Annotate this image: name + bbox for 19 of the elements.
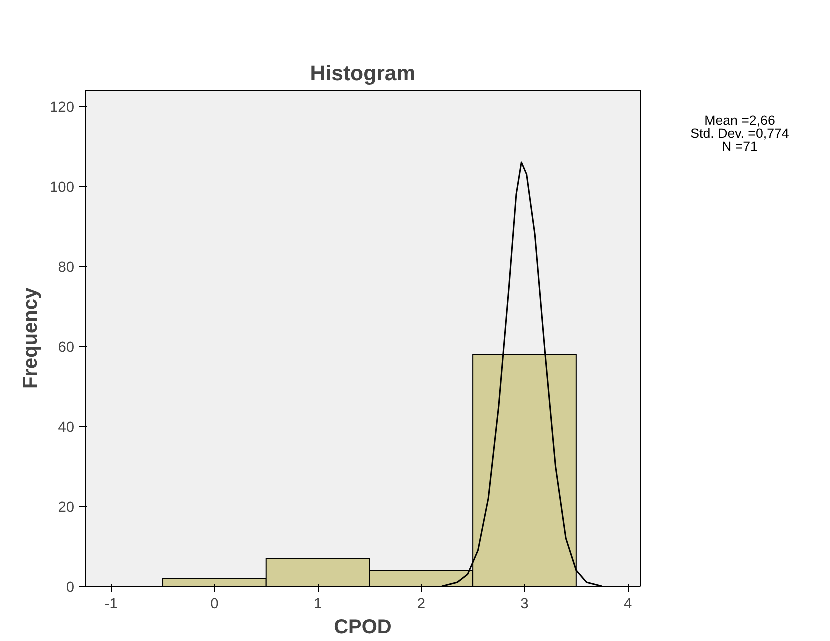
- text: N =71: [722, 139, 758, 154]
- x-axis-title: CPOD: [334, 616, 392, 638]
- x-tick-label: -1: [104, 596, 118, 612]
- x-tick-label: 0: [210, 596, 219, 612]
- y-axis-title: Frequency: [20, 287, 42, 390]
- y-tick-label: 40: [58, 420, 75, 436]
- y-tick-label: 60: [58, 340, 75, 356]
- y-tick-label: 0: [66, 580, 75, 596]
- y-tick-label: 20: [58, 500, 75, 516]
- x-tick-label: 4: [624, 596, 632, 612]
- text: Mean =2,66: [704, 113, 776, 128]
- chart-title: Histogram: [310, 62, 416, 86]
- y-tick-label: 120: [50, 100, 75, 116]
- x-tick-label: 3: [520, 596, 529, 612]
- y-tick-label: 100: [50, 180, 75, 196]
- x-tick-label: 1: [314, 596, 322, 612]
- x-tick-label: 2: [417, 596, 426, 612]
- text: Std. Dev. =0,774: [690, 126, 790, 141]
- y-tick-label: 80: [58, 260, 75, 276]
